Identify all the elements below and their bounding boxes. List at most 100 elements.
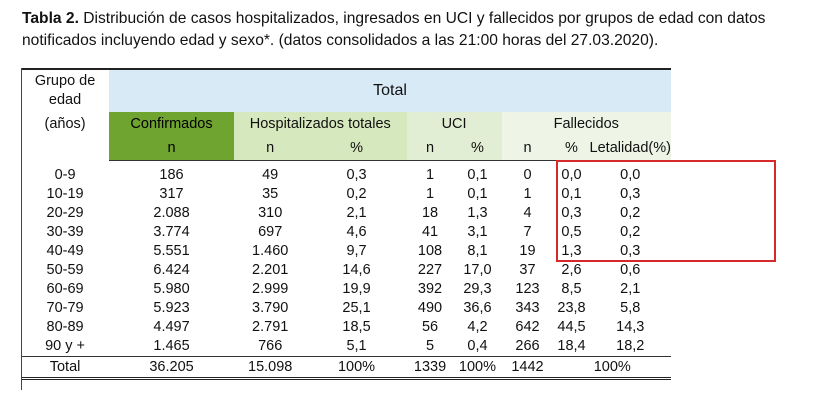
table-cell: 23,8 bbox=[557, 300, 586, 316]
table-cell: 0,0 bbox=[620, 167, 641, 183]
age-group-header-line: (años) bbox=[44, 116, 86, 132]
table-cell: 5 bbox=[425, 338, 435, 354]
table-left-border bbox=[21, 68, 22, 390]
subheader-cell: n bbox=[233, 136, 307, 161]
subheader-cell: % bbox=[306, 136, 407, 161]
table-cell: 14,3 bbox=[616, 319, 645, 335]
table-body: 0-9 186 49 0,3 1 0,1 0 0,0 0,0 10-19 317 35 0,2 1 0,1 1… bbox=[21, 161, 671, 357]
table-cell: 49 bbox=[262, 167, 279, 183]
table-row: 0-9 186 49 0,3 1 0,1 0 0,0 0,0 bbox=[21, 161, 671, 186]
table-row: 20-29 2.088 310 2,1 18 1,3 4 0,3 0,2 bbox=[21, 204, 671, 223]
table-cell: 19 bbox=[519, 243, 536, 259]
table-caption: Tabla 2. Distribución de casos hospitali… bbox=[22, 8, 828, 52]
table-cell: 3,1 bbox=[467, 224, 488, 240]
table-cell: 0,0 bbox=[561, 167, 582, 183]
table-cell: 8,1 bbox=[467, 243, 488, 259]
subheader-cell: n bbox=[109, 136, 234, 161]
table-cell: 186 bbox=[159, 167, 184, 183]
table-cell: 3.790 bbox=[252, 300, 289, 316]
table-cell: 0,1 bbox=[561, 186, 582, 202]
table-cell: 19,9 bbox=[342, 281, 371, 297]
table-cell: 227 bbox=[417, 262, 443, 278]
table-cell: 0,2 bbox=[346, 186, 367, 202]
table-cell: 15.098 bbox=[233, 356, 307, 380]
table-cell: 108 bbox=[417, 243, 443, 259]
table-row: 50-59 6.424 2.201 14,6 227 17,0 37 2,6 0,6 bbox=[21, 261, 671, 280]
table-row: 80-89 4.497 2.791 18,5 56 4,2 642 44,5 14,3 bbox=[21, 318, 671, 337]
table-cell: 0 bbox=[523, 167, 532, 183]
table-cell: 317 bbox=[159, 186, 184, 202]
table-cell: 0,2 bbox=[620, 224, 641, 240]
table-cell: 50-59 bbox=[46, 262, 84, 278]
table-cell: 310 bbox=[258, 205, 283, 221]
table-cell: 490 bbox=[417, 300, 443, 316]
table-cell: 5,1 bbox=[346, 338, 367, 354]
table-cell: 0,3 bbox=[561, 205, 582, 221]
table-cell: 2.201 bbox=[252, 262, 289, 278]
table-cell: 7 bbox=[523, 224, 532, 240]
table-cell: 30-39 bbox=[46, 224, 84, 240]
age-group-table: Grupo de edad (años) Total Confirmados H… bbox=[21, 68, 671, 380]
table-cell: 20-29 bbox=[46, 205, 84, 221]
table-cell: 100% bbox=[306, 356, 407, 380]
table-cell: 0,1 bbox=[467, 186, 488, 202]
table-cell: 18,4 bbox=[557, 338, 586, 354]
table-cell: 5.980 bbox=[153, 281, 190, 297]
table-cell: 10-19 bbox=[46, 186, 84, 202]
table-cell: 70-79 bbox=[46, 300, 84, 316]
subheader-cell: n bbox=[501, 136, 554, 161]
table-cell: 90 y + bbox=[45, 338, 86, 354]
uci-header: UCI bbox=[406, 112, 502, 136]
header-row-groups: Confirmados Hospitalizados totales UCI F… bbox=[21, 112, 671, 136]
table-row: 70-79 5.923 3.790 25,1 490 36,6 343 23,8 5,8 bbox=[21, 299, 671, 318]
table-cell: 0,3 bbox=[620, 243, 641, 259]
table-cell: 2,1 bbox=[620, 281, 641, 297]
fallecidos-header: Fallecidos bbox=[501, 112, 671, 136]
table-cell: 2.999 bbox=[252, 281, 289, 297]
table-cell: 4,2 bbox=[467, 319, 488, 335]
table-cell: 17,0 bbox=[463, 262, 492, 278]
table-cell: 2,6 bbox=[561, 262, 582, 278]
table-cell: 1.460 bbox=[252, 243, 289, 259]
table-row: 10-19 317 35 0,2 1 0,1 1 0,1 0,3 bbox=[21, 185, 671, 204]
table-cell: 40-49 bbox=[46, 243, 84, 259]
table-cell: 9,7 bbox=[346, 243, 367, 259]
table-cell: 3.774 bbox=[153, 224, 190, 240]
table-cell: 18,5 bbox=[342, 319, 371, 335]
table-cell: 41 bbox=[421, 224, 439, 240]
table-cell: 4.497 bbox=[153, 319, 190, 335]
total-header: Total bbox=[109, 68, 671, 112]
table-cell: 56 bbox=[421, 319, 439, 335]
table-cell: 5,8 bbox=[620, 300, 641, 316]
table-cell: 100% bbox=[453, 356, 502, 380]
table-cell: 35 bbox=[262, 186, 279, 202]
table-cell: 44,5 bbox=[557, 319, 586, 335]
table-cell: 766 bbox=[258, 338, 283, 354]
table-cell: 100% bbox=[553, 356, 671, 380]
table-cell: 60-69 bbox=[46, 281, 84, 297]
table-cell: 343 bbox=[515, 300, 540, 316]
table-cell: 1339 bbox=[406, 356, 454, 380]
table-cell: 5.551 bbox=[153, 243, 190, 259]
table-cell: 697 bbox=[258, 224, 283, 240]
table-cell: 8,5 bbox=[561, 281, 582, 297]
table-cell: 1442 bbox=[501, 356, 554, 380]
table-cell: 1 bbox=[425, 167, 435, 183]
table-cell: 36.205 bbox=[109, 356, 234, 380]
table-cell: 4,6 bbox=[346, 224, 367, 240]
table-cell: 18,2 bbox=[616, 338, 645, 354]
table-cell: 1,3 bbox=[561, 243, 582, 259]
table-cell: 2.791 bbox=[252, 319, 289, 335]
table-cell: 25,1 bbox=[342, 300, 371, 316]
table-cell: 0,1 bbox=[467, 167, 488, 183]
table-cell: 392 bbox=[417, 281, 443, 297]
table-cell: 0,3 bbox=[620, 186, 641, 202]
table-cell: 0,2 bbox=[620, 205, 641, 221]
age-group-header-line: edad bbox=[48, 92, 82, 108]
age-group-header: Grupo de edad (años) bbox=[21, 68, 110, 161]
table-cell: 123 bbox=[515, 281, 540, 297]
table-cell: 2.088 bbox=[153, 205, 190, 221]
age-group-header-line: Grupo de bbox=[34, 73, 96, 89]
table-cell: 2,1 bbox=[346, 205, 367, 221]
subheader-cell: Letalidad(%) bbox=[589, 136, 671, 161]
